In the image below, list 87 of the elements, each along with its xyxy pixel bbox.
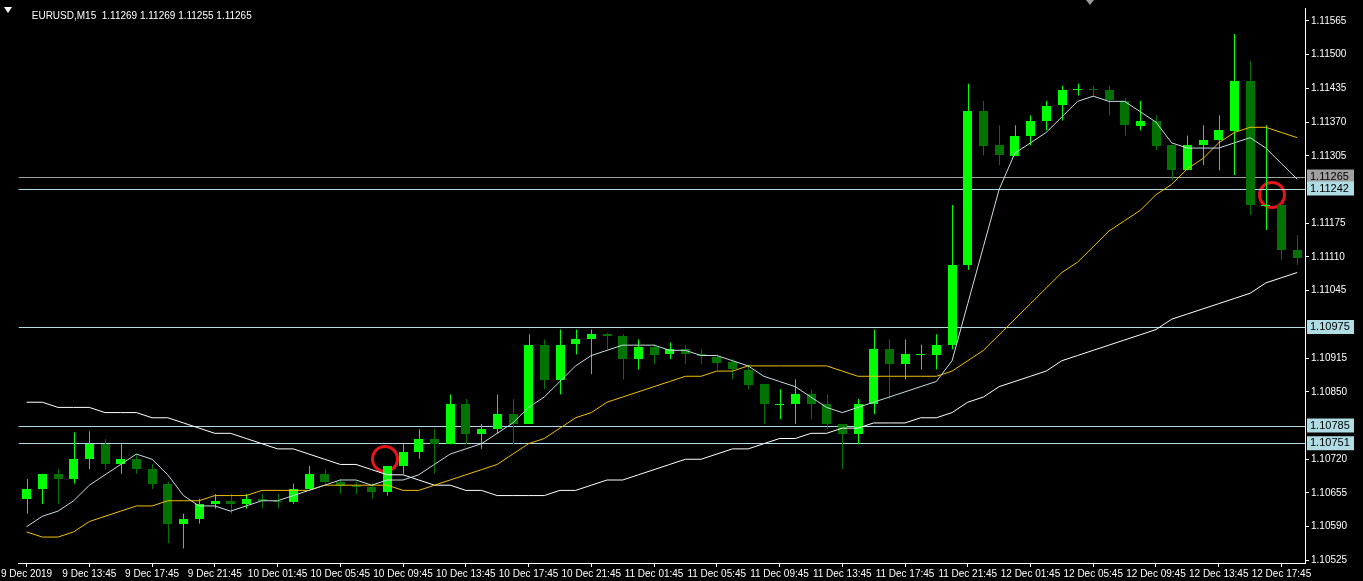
chart-title: EURUSD,M15 1.11269 1.11269 1.11255 1.11265 (31, 9, 253, 21)
x-tick-label: 12 Dec 17:45 (1251, 567, 1312, 579)
candlestick (148, 463, 157, 490)
x-tick-label: 11 Dec 17:45 (875, 567, 935, 579)
candlestick (69, 431, 78, 485)
candlestick (1073, 83, 1082, 97)
candlestick (1026, 114, 1035, 146)
candlestick (760, 383, 769, 425)
x-tick-label: 12 Dec 09:45 (1126, 567, 1187, 579)
y-tick-label: 1.10850 (1311, 385, 1348, 397)
ref-line-label: 1.11242 (1310, 181, 1349, 194)
y-tick-label: 1.11435 (1311, 82, 1347, 94)
ref-line-label: 1.10975 (1310, 320, 1350, 333)
candlestick (775, 388, 784, 420)
candlestick (1105, 85, 1114, 116)
x-tick-label: 11 Dec 09:45 (750, 567, 810, 579)
candlestick (195, 498, 204, 525)
candlestick (1058, 85, 1067, 122)
candlestick (132, 453, 141, 475)
candlestick (1089, 85, 1098, 97)
y-tick-label: 1.10655 (1311, 486, 1348, 498)
y-tick-label: 1.10590 (1311, 520, 1348, 532)
candlestick (38, 473, 47, 505)
candlestick (430, 428, 439, 475)
x-tick-label: 9 Dec 13:45 (62, 567, 117, 579)
y-tick-label: 1.11500 (1311, 48, 1347, 60)
candlestick (399, 443, 408, 475)
x-tick-label: 10 Dec 17:45 (498, 567, 559, 579)
candlestick (54, 468, 63, 505)
y-tick-label: 1.11175 (1311, 217, 1347, 229)
y-tick-label: 1.11565 (1311, 14, 1347, 26)
x-tick-label: 11 Dec 01:45 (624, 567, 684, 579)
candlestick (932, 333, 941, 371)
candlestick (1010, 124, 1019, 156)
x-tick-label: 10 Dec 01:45 (247, 567, 308, 579)
x-tick-label: 10 Dec 21:45 (561, 567, 622, 579)
candlestick (22, 478, 31, 515)
candlestick (916, 344, 925, 371)
candlestick (744, 363, 753, 390)
x-tick-label: 12 Dec 01:45 (1000, 567, 1061, 579)
y-tick-label: 1.11045 (1311, 284, 1347, 296)
candlestick (885, 338, 894, 400)
candlestick (587, 329, 596, 375)
x-tick-label: 10 Dec 05:45 (310, 567, 371, 579)
x-tick-label: 11 Dec 21:45 (938, 567, 998, 579)
candlestick (179, 513, 188, 549)
y-tick-label: 1.11110 (1311, 250, 1346, 262)
x-tick-label: 10 Dec 09:45 (373, 567, 434, 579)
y-tick-label: 1.11370 (1311, 115, 1347, 127)
candlestick (305, 465, 314, 490)
candlestick (101, 438, 110, 470)
ref-line-label: 1.10785 (1310, 418, 1350, 431)
candlestick (493, 393, 502, 435)
candlestick (226, 493, 235, 515)
candlestick (85, 430, 94, 470)
x-tick-label: 12 Dec 05:45 (1063, 567, 1124, 579)
candlestick (1042, 100, 1051, 131)
candlestick (1120, 97, 1129, 137)
ref-line-label: 1.10751 (1310, 436, 1350, 449)
candlestick (995, 124, 1004, 166)
y-tick-label: 1.10720 (1311, 453, 1348, 465)
candlestick (1293, 234, 1302, 266)
x-tick-label: 9 Dec 21:45 (187, 567, 243, 579)
candlestick (634, 338, 643, 371)
candlestick (414, 428, 423, 460)
candlestick (791, 378, 800, 425)
candlestick (571, 329, 580, 355)
candlestick (822, 393, 831, 430)
candlestick (1214, 114, 1223, 171)
candlestick (1199, 124, 1208, 166)
candlestick (901, 338, 910, 380)
candlestick (1261, 124, 1270, 231)
candlestick (618, 333, 627, 380)
candlestick (1136, 100, 1145, 131)
y-tick-label: 1.11305 (1311, 149, 1347, 161)
y-tick-label: 1.10525 (1311, 554, 1348, 566)
x-tick-label: 11 Dec 13:45 (812, 567, 873, 579)
candlestick (477, 423, 486, 450)
x-tick-label: 9 Dec 2019 (1, 567, 53, 579)
x-tick-label: 12 Dec 13:45 (1188, 567, 1249, 579)
candlestick (728, 358, 737, 380)
y-tick-label: 1.10915 (1311, 351, 1348, 363)
x-tick-label: 11 Dec 05:45 (687, 567, 747, 579)
x-tick-label: 10 Dec 13:45 (436, 567, 496, 579)
ref-line-label: 1.11265 (1310, 169, 1349, 182)
candlestick (650, 344, 659, 365)
x-tick-label: 9 Dec 17:45 (125, 567, 180, 579)
